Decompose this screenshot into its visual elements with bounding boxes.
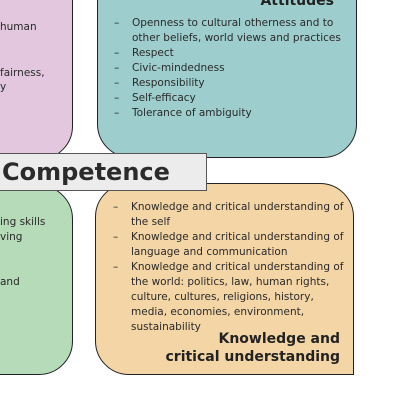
attitude-item: Civic-mindedness (114, 61, 354, 76)
knowledge-list: Knowledge and critical understanding of … (113, 200, 351, 335)
skills-fragment: and (0, 276, 20, 288)
competence-banner: Competence (0, 153, 207, 191)
knowledge-title: Knowledge and critical understanding (165, 330, 340, 366)
knowledge-item: Knowledge and critical understanding of … (113, 200, 351, 230)
knowledge-item: Knowledge and critical understanding of … (113, 230, 351, 260)
values-box (0, 0, 73, 160)
knowledge-title-line1: Knowledge and (218, 331, 340, 347)
attitude-item: Respect (114, 46, 354, 61)
values-fragment: y (0, 81, 7, 93)
skills-fragment: ving (0, 231, 23, 243)
attitude-item: Self-efficacy (114, 91, 354, 106)
skills-box (0, 185, 73, 375)
attitude-item: Responsibility (114, 76, 354, 91)
attitude-item: Tolerance of ambiguity (114, 106, 354, 121)
knowledge-title-line2: critical understanding (165, 349, 340, 365)
knowledge-item: Knowledge and critical understanding of … (113, 260, 351, 335)
attitude-item: Openness to cultural otherness and to ot… (114, 16, 354, 46)
skills-fragment: ing skills (0, 216, 46, 228)
attitudes-title: Attitudes (260, 0, 334, 9)
values-fragment: fairness, (0, 67, 45, 79)
competence-label: Competence (2, 158, 170, 186)
values-fragment: human (0, 21, 37, 33)
attitudes-list: Openness to cultural otherness and to ot… (114, 16, 354, 121)
